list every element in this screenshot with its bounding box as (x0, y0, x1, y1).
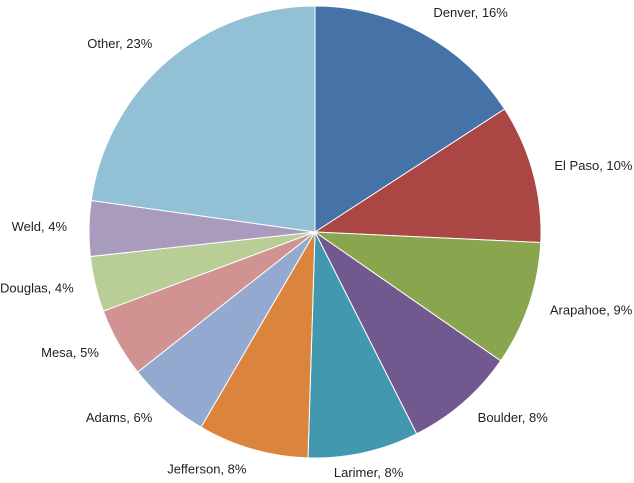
data-label: Weld, 4% (12, 220, 68, 235)
value-label: 8% (384, 466, 403, 481)
pie-slice (314, 231, 502, 435)
value-label: 4% (55, 281, 74, 296)
category-label: Mesa (41, 345, 74, 360)
label-separator: , (119, 36, 126, 51)
data-label: Denver, 16% (433, 6, 508, 21)
label-separator: , (606, 303, 613, 318)
label-separator: , (41, 220, 48, 235)
pie-slice (313, 108, 542, 244)
pie-slice (90, 5, 316, 233)
category-label: Arapahoe (550, 303, 606, 318)
data-label: Douglas, 4% (0, 281, 74, 296)
data-label: Adams, 6% (86, 411, 153, 426)
category-label: Adams (86, 411, 127, 426)
category-label: Denver (433, 6, 476, 21)
value-label: 9% (614, 303, 633, 318)
label-separator: , (475, 6, 482, 21)
pie-slice (307, 231, 418, 459)
pie-slice (314, 5, 506, 233)
value-label: 16% (482, 6, 508, 21)
value-label: 23% (126, 36, 152, 51)
label-separator: , (599, 159, 606, 174)
value-label: 8% (529, 411, 548, 426)
pie-slice (200, 231, 316, 459)
data-label: Larimer, 8% (334, 466, 404, 481)
data-label: Mesa, 5% (41, 345, 99, 360)
category-label: Weld (12, 220, 41, 235)
value-label: 5% (80, 345, 99, 360)
value-label: 4% (48, 220, 67, 235)
value-label: 8% (228, 462, 247, 477)
category-label: Larimer (334, 466, 379, 481)
data-label: Other, 23% (87, 36, 152, 51)
category-label: El Paso (554, 159, 599, 174)
category-label: Boulder (478, 411, 523, 426)
category-label: Other (87, 36, 120, 51)
data-label: Boulder, 8% (478, 411, 549, 426)
data-label: Arapahoe, 9% (550, 303, 633, 318)
label-separator: , (48, 281, 55, 296)
value-label: 6% (134, 411, 153, 426)
label-separator: , (220, 462, 227, 477)
label-separator: , (522, 411, 529, 426)
data-label: El Paso, 10% (554, 159, 633, 174)
category-label: Jefferson (167, 462, 220, 477)
pie-slice (313, 231, 542, 362)
label-separator: , (126, 411, 133, 426)
category-label: Douglas (0, 281, 48, 296)
label-separator: , (377, 466, 384, 481)
label-separator: , (73, 345, 80, 360)
value-label: 10% (606, 159, 632, 174)
data-label: Jefferson, 8% (167, 462, 247, 477)
